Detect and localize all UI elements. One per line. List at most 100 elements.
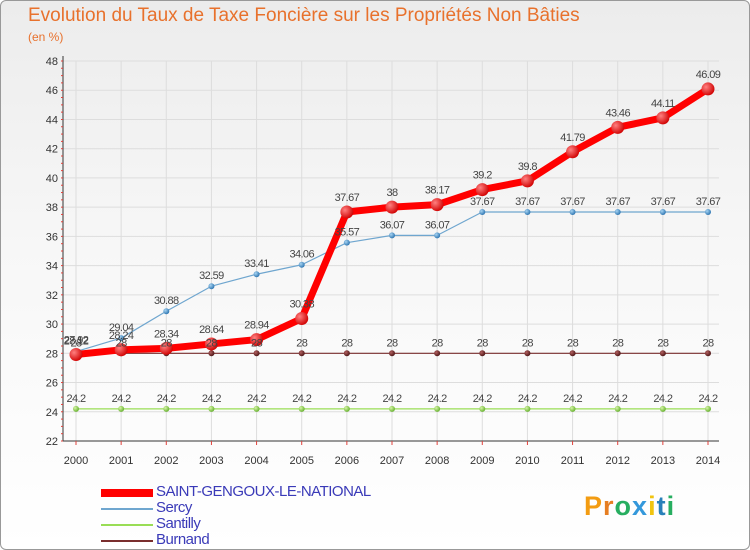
logo-letter: t	[656, 491, 667, 521]
y-tick-label: 40	[46, 173, 58, 185]
x-tick-label: 2009	[470, 455, 494, 467]
data-point-saint-gengoux	[295, 312, 309, 326]
data-point-santilly	[163, 405, 170, 412]
data-point-sercy	[569, 208, 576, 215]
data-label-saint-gengoux: 27.92	[64, 334, 89, 346]
data-label-burnand: 28	[251, 337, 263, 349]
legend-label: Santilly	[156, 515, 201, 532]
data-point-saint-gengoux	[204, 337, 218, 351]
data-label-santilly: 24.2	[337, 393, 356, 405]
legend-label: Sercy	[156, 499, 192, 516]
data-label-sercy: 37.67	[560, 196, 585, 208]
data-point-burnand	[208, 350, 215, 357]
data-point-santilly	[479, 405, 486, 412]
data-label-burnand: 28	[341, 337, 353, 349]
x-tick-label: 2001	[109, 455, 133, 467]
data-label-sercy: 33.41	[244, 258, 269, 270]
data-point-burnand	[614, 350, 621, 357]
data-point-sercy	[298, 261, 305, 268]
logo-letter: o	[614, 491, 633, 521]
data-label-santilly: 24.2	[608, 393, 627, 405]
data-point-santilly	[343, 405, 350, 412]
data-label-burnand: 28	[702, 337, 714, 349]
y-tick-label: 22	[46, 436, 58, 448]
data-label-saint-gengoux: 28.24	[109, 330, 134, 342]
data-label-santilly: 24.2	[518, 393, 537, 405]
data-label-saint-gengoux: 28.94	[244, 320, 269, 332]
data-label-burnand: 28	[477, 337, 489, 349]
data-point-saint-gengoux	[114, 343, 128, 357]
data-label-saint-gengoux: 44.11	[651, 98, 675, 110]
data-label-burnand: 28	[296, 337, 308, 349]
data-label-sercy: 34.06	[289, 249, 314, 261]
data-label-saint-gengoux: 41.79	[560, 132, 585, 144]
logo-letter: x	[632, 491, 649, 521]
y-tick-label: 36	[46, 231, 58, 243]
data-point-burnand	[569, 350, 576, 357]
x-tick-label: 2006	[335, 455, 359, 467]
data-label-saint-gengoux: 39.2	[473, 170, 492, 182]
data-point-santilly	[434, 405, 441, 412]
data-label-sercy: 28.12	[64, 336, 89, 348]
y-tick-label: 30	[46, 319, 58, 331]
data-point-sercy	[659, 208, 666, 215]
x-tick-label: 2000	[64, 455, 88, 467]
data-label-sercy: 30.88	[154, 295, 179, 307]
data-label-saint-gengoux: 39.8	[518, 161, 537, 173]
data-label-sercy: 36.07	[380, 219, 405, 231]
x-tick-label: 2005	[289, 455, 313, 467]
y-tick-label: 28	[46, 348, 58, 360]
data-point-burnand	[298, 350, 305, 357]
data-point-saint-gengoux	[340, 205, 354, 219]
data-point-saint-gengoux	[520, 174, 534, 188]
logo-letter: i	[648, 491, 657, 521]
data-label-saint-gengoux: 37.67	[335, 192, 360, 204]
x-tick-label: 2004	[244, 455, 268, 467]
data-point-saint-gengoux	[250, 333, 264, 347]
data-label-sercy: 37.67	[470, 196, 495, 208]
logo-letter: i	[666, 491, 676, 521]
data-point-sercy	[343, 239, 350, 246]
data-label-saint-gengoux: 38	[386, 187, 398, 199]
data-point-santilly	[524, 405, 531, 412]
data-label-santilly: 24.2	[698, 393, 717, 405]
x-tick-label: 2008	[425, 455, 449, 467]
data-label-santilly: 24.2	[157, 393, 176, 405]
data-point-burnand	[434, 350, 441, 357]
y-tick-label: 44	[46, 114, 58, 126]
data-label-burnand: 28	[206, 337, 218, 349]
legend-swatch-blue	[101, 508, 153, 510]
legend-label: Burnand	[156, 531, 210, 548]
data-point-sercy	[705, 208, 711, 215]
data-point-sercy	[434, 232, 441, 239]
chart-unit-label: (en %)	[28, 30, 64, 44]
data-point-santilly	[208, 405, 215, 412]
data-label-sercy: 32.59	[199, 270, 224, 282]
chart-title: Evolution du Taux de Taxe Foncière sur l…	[28, 5, 580, 26]
data-label-santilly: 24.2	[66, 393, 85, 405]
data-label-burnand: 28	[567, 337, 579, 349]
data-point-saint-gengoux	[159, 341, 173, 355]
legend-swatch-red	[101, 489, 153, 497]
data-label-sercy: 29.04	[109, 322, 134, 334]
x-tick-label: 2012	[605, 455, 629, 467]
data-point-santilly	[389, 405, 395, 412]
data-label-sercy: 37.67	[515, 196, 540, 208]
logo-letter: r	[603, 491, 615, 521]
y-tick-label: 42	[46, 144, 58, 156]
data-label-sercy: 37.67	[651, 196, 676, 208]
data-point-burnand	[343, 350, 350, 357]
data-label-burnand: 28	[116, 337, 128, 349]
data-label-saint-gengoux: 28.64	[199, 324, 224, 336]
data-point-sercy	[614, 208, 621, 215]
data-point-santilly	[73, 405, 79, 412]
data-label-santilly: 24.2	[202, 393, 221, 405]
data-label-santilly: 24.2	[247, 393, 266, 405]
data-point-sercy	[208, 283, 215, 290]
x-tick-label: 2002	[154, 455, 178, 467]
data-point-sercy	[479, 208, 486, 215]
data-point-sercy	[163, 308, 170, 315]
data-point-burnand	[479, 350, 486, 357]
